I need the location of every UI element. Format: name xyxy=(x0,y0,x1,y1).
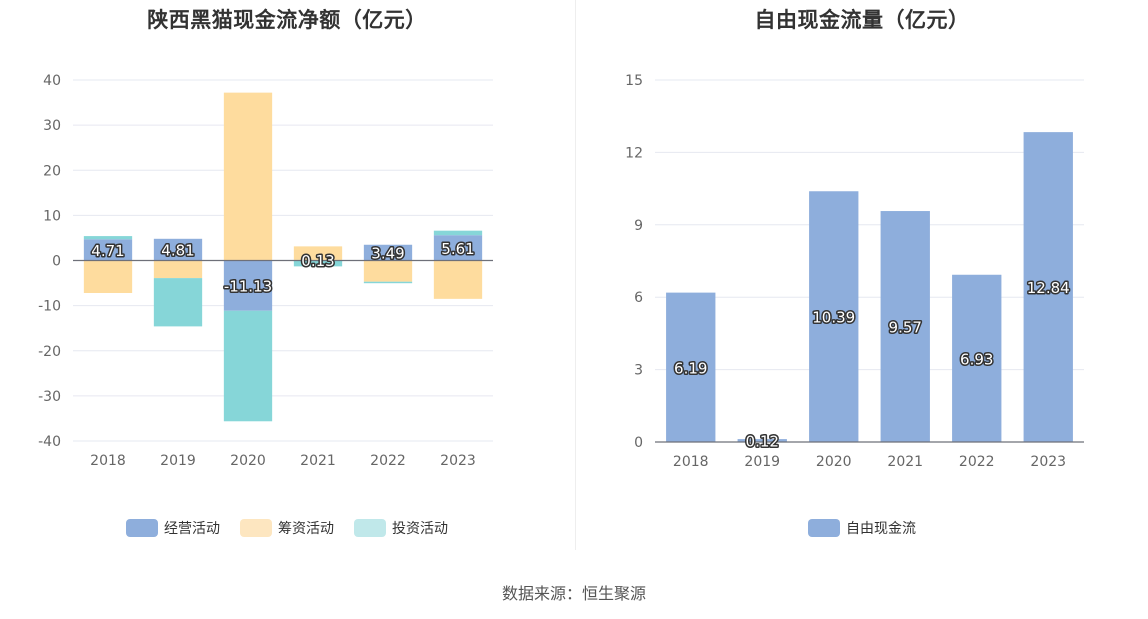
bar-筹资活动-2019[interactable] xyxy=(153,260,203,279)
data-label: -11.13 xyxy=(224,278,272,296)
bar-筹资活动-2023[interactable] xyxy=(433,260,483,299)
data-label: 10.39 xyxy=(812,309,855,327)
y-tick-label: 10 xyxy=(43,208,61,224)
legend-swatch xyxy=(240,519,272,537)
y-tick-label: 9 xyxy=(634,218,643,234)
bar-经营活动-2022[interactable] xyxy=(363,244,413,261)
bar-投资活动-2022[interactable] xyxy=(363,281,413,284)
bar-自由现金流-2020[interactable] xyxy=(809,191,859,442)
bar-投资活动-2021[interactable] xyxy=(293,260,343,267)
x-tick-label: 2022 xyxy=(959,454,995,470)
legend-swatch xyxy=(354,519,386,537)
legend-label: 投资活动 xyxy=(392,521,448,537)
free-cash-flow-plot: 15 12 9 6 3 0 2018 2019 2020 2021 2022 2023 6.19 0.12… xyxy=(625,73,1084,470)
legend-swatch xyxy=(808,519,840,537)
data-label: 4.71 xyxy=(91,242,124,260)
chart-title: 陕西黑猫现金流净额（亿元） xyxy=(147,8,427,32)
x-tick-label: 2018 xyxy=(673,454,709,470)
legend-label: 筹资活动 xyxy=(278,521,334,537)
legend-item[interactable]: 筹资活动 xyxy=(240,518,334,538)
cash-flow-net-chart: 陕西黑猫现金流净额（亿元） 40 30 20 10 0 -10 -20 -30 -40 2018 2… xyxy=(0,0,574,560)
x-tick-label: 2018 xyxy=(90,453,126,469)
x-tick-label: 2021 xyxy=(300,453,336,469)
x-tick-label: 2023 xyxy=(440,453,476,469)
data-label: 0.13 xyxy=(301,252,334,270)
data-label: 5.61 xyxy=(441,240,474,258)
x-tick-label: 2023 xyxy=(1030,454,1066,470)
y-tick-label: 40 xyxy=(43,73,61,89)
x-tick-label: 2020 xyxy=(230,453,266,469)
bar-筹资活动-2022[interactable] xyxy=(363,260,413,282)
bar-筹资活动-2021[interactable] xyxy=(293,246,343,260)
legend-swatch xyxy=(126,519,158,537)
legend: 经营活动 筹资活动 投资活动 xyxy=(0,518,574,538)
x-tick-label: 2019 xyxy=(744,454,780,470)
y-tick-label: 6 xyxy=(634,290,643,306)
bar-经营活动-2019[interactable] xyxy=(153,238,203,261)
data-label: 4.81 xyxy=(161,242,194,260)
bar-自由现金流-2022[interactable] xyxy=(952,274,1002,442)
legend-item[interactable]: 经营活动 xyxy=(126,518,220,538)
cash-flow-net-plot: 40 30 20 10 0 -10 -20 -30 -40 2018 2019 2020 2021 202… xyxy=(38,73,493,469)
bar-投资活动-2019[interactable] xyxy=(153,278,203,327)
y-tick-label: 12 xyxy=(625,145,643,161)
x-tick-label: 2021 xyxy=(887,454,923,470)
data-label: 12.84 xyxy=(1027,279,1070,297)
data-label: 0.12 xyxy=(746,433,779,451)
bar-投资活动-2018[interactable] xyxy=(83,236,133,240)
data-label: 3.49 xyxy=(371,245,404,263)
y-tick-label: 20 xyxy=(43,163,61,179)
bar-筹资活动-2020[interactable] xyxy=(223,92,273,261)
y-tick-label: -30 xyxy=(38,389,61,405)
data-source: 数据来源：恒生聚源 xyxy=(501,584,646,603)
bar-经营活动-2018[interactable] xyxy=(83,239,133,261)
y-tick-label: 30 xyxy=(43,118,61,134)
bar-投资活动-2023[interactable] xyxy=(433,230,483,236)
legend-label: 经营活动 xyxy=(164,521,220,537)
legend-label: 自由现金流 xyxy=(846,521,916,537)
y-tick-label: 0 xyxy=(634,435,643,451)
y-tick-label: -10 xyxy=(38,299,61,315)
bar-投资活动-2020[interactable] xyxy=(223,310,273,422)
free-cash-flow-chart: 自由现金流量（亿元） 15 12 9 6 3 0 2018 2019 2020 2021 2022 2… xyxy=(576,0,1148,560)
legend: 自由现金流 xyxy=(576,518,1148,538)
data-label: 6.19 xyxy=(674,359,707,377)
y-tick-label: -20 xyxy=(38,344,61,360)
y-tick-label: 3 xyxy=(634,363,643,379)
bar-经营活动-2020[interactable] xyxy=(223,260,273,311)
legend-item[interactable]: 投资活动 xyxy=(354,518,448,538)
x-tick-label: 2019 xyxy=(160,453,196,469)
panel-divider xyxy=(575,0,576,550)
bar-自由现金流-2023[interactable] xyxy=(1023,132,1073,443)
bar-自由现金流-2021[interactable] xyxy=(880,211,930,442)
data-label: 9.57 xyxy=(889,319,922,337)
bar-经营活动-2023[interactable] xyxy=(433,235,483,261)
y-tick-label: 0 xyxy=(52,254,61,270)
y-tick-label: 15 xyxy=(625,73,643,89)
data-label: 6.93 xyxy=(960,350,993,368)
bar-自由现金流-2018[interactable] xyxy=(666,292,716,442)
x-tick-label: 2020 xyxy=(816,454,852,470)
legend-item[interactable]: 自由现金流 xyxy=(808,518,916,538)
chart-title: 自由现金流量（亿元） xyxy=(754,8,970,32)
y-tick-label: -40 xyxy=(38,434,61,450)
x-tick-label: 2022 xyxy=(370,453,406,469)
bar-自由现金流-2019[interactable] xyxy=(737,439,787,442)
bar-筹资活动-2018[interactable] xyxy=(83,260,133,293)
